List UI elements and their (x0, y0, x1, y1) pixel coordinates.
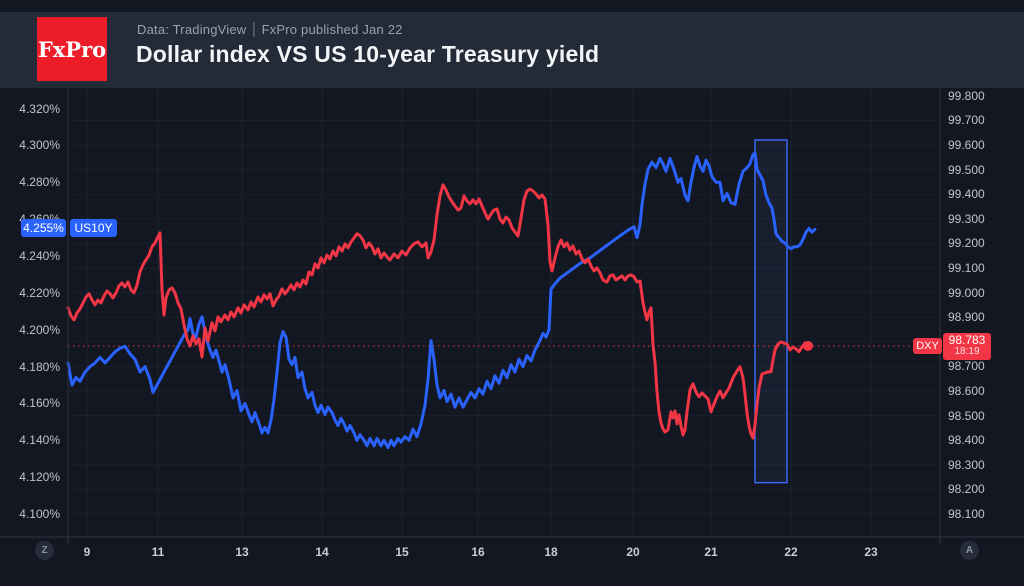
fxpro-logo-text: FxPro (37, 36, 107, 62)
time-axis-tick-label: 14 (315, 545, 329, 559)
us10y-line (66, 151, 817, 450)
right-axis-tick-label: 99.500 (948, 162, 985, 177)
dxy-line (66, 183, 810, 440)
time-axis-tick-label: 13 (235, 545, 249, 559)
dxy-last-price-dot (803, 340, 813, 351)
time-axis-tick-label: 15 (395, 545, 409, 559)
dxy-symbol-badge: DXY (913, 337, 942, 354)
time-axis[interactable]: 9 11 13 14 15 16 18 20 21 22 23 (0, 537, 1024, 586)
us10y-symbol-text: US10Y (74, 221, 113, 236)
chart-source-caption: Data: TradingView ⏐ FxPro published Jan … (137, 22, 403, 37)
right-axis-tick-label: 99.000 (948, 285, 985, 300)
left-axis-tick-label: 4.180% (19, 359, 60, 374)
right-axis-tick-label: 99.200 (948, 236, 985, 251)
left-axis-tick-label: 4.220% (19, 285, 60, 300)
right-axis-tick-label: 98.900 (948, 310, 985, 325)
right-price-axis[interactable]: 99.800 99.700 99.600 99.500 99.400 99.300 99.2… (940, 88, 1024, 537)
right-axis-tick-label: 99.100 (948, 260, 985, 275)
left-axis-tick-label: 4.100% (19, 506, 60, 521)
time-axis-tick-label: 22 (784, 545, 798, 559)
time-axis-tick-label: 16 (471, 545, 485, 559)
right-axis-tick-label: 98.100 (948, 506, 985, 521)
auto-scale-button[interactable]: A (960, 541, 979, 560)
dxy-symbol-text: DXY (916, 339, 939, 352)
left-axis-tick-label: 4.160% (19, 396, 60, 411)
left-axis-tick-label: 4.120% (19, 470, 60, 485)
left-axis-tick-label: 4.300% (19, 138, 60, 153)
us10y-price-badge: 4.255% (21, 219, 66, 238)
left-axis-tick-label: 4.280% (19, 175, 60, 190)
left-axis-tick-label: 4.320% (19, 101, 60, 116)
page-title: Dollar index VS US 10-year Treasury yiel… (136, 41, 600, 67)
time-axis-tick-label: 9 (83, 545, 91, 559)
auto-scale-button-label: A (965, 545, 974, 556)
right-axis-tick-label: 98.200 (948, 482, 985, 497)
right-axis-tick-label: 99.600 (948, 138, 985, 153)
dxy-price-time: 18:19 (954, 346, 980, 358)
header-bar (0, 12, 1024, 88)
time-axis-tick-label: 23 (864, 545, 878, 559)
right-axis-tick-label: 99.300 (948, 211, 985, 226)
right-axis-tick-label: 98.600 (948, 383, 985, 398)
dxy-price-badge: 98.783 18:19 (943, 332, 991, 360)
right-axis-tick-label: 99.700 (948, 113, 985, 128)
us10y-price-text: 4.255% (23, 221, 64, 236)
timezone-button-label: Z (41, 545, 48, 556)
time-axis-tick-label: 18 (544, 545, 558, 559)
right-axis-tick-label: 98.500 (948, 408, 985, 423)
time-axis-tick-label: 11 (151, 545, 165, 559)
timezone-button[interactable]: Z (35, 541, 54, 560)
right-axis-tick-label: 98.400 (948, 433, 985, 448)
time-axis-tick-label: 20 (626, 545, 640, 559)
time-axis-tick-label: 21 (704, 545, 718, 559)
left-axis-tick-label: 4.140% (19, 433, 60, 448)
left-axis-tick-label: 4.240% (19, 249, 60, 264)
us10y-symbol-badge: US10Y (70, 219, 117, 238)
right-axis-tick-label: 99.400 (948, 187, 985, 202)
right-axis-tick-label: 99.800 (948, 88, 985, 103)
selection-box[interactable] (754, 139, 788, 484)
dxy-price-text: 98.783 (948, 333, 986, 348)
right-axis-tick-label: 98.300 (948, 457, 985, 472)
left-axis-tick-label: 4.200% (19, 322, 60, 337)
right-axis-tick-label: 98.700 (948, 359, 985, 374)
left-price-axis[interactable]: 4.320%4.300%4.280%4.260%4.240%4.220%4.20… (0, 88, 68, 537)
fxpro-logo: FxPro (37, 17, 107, 81)
